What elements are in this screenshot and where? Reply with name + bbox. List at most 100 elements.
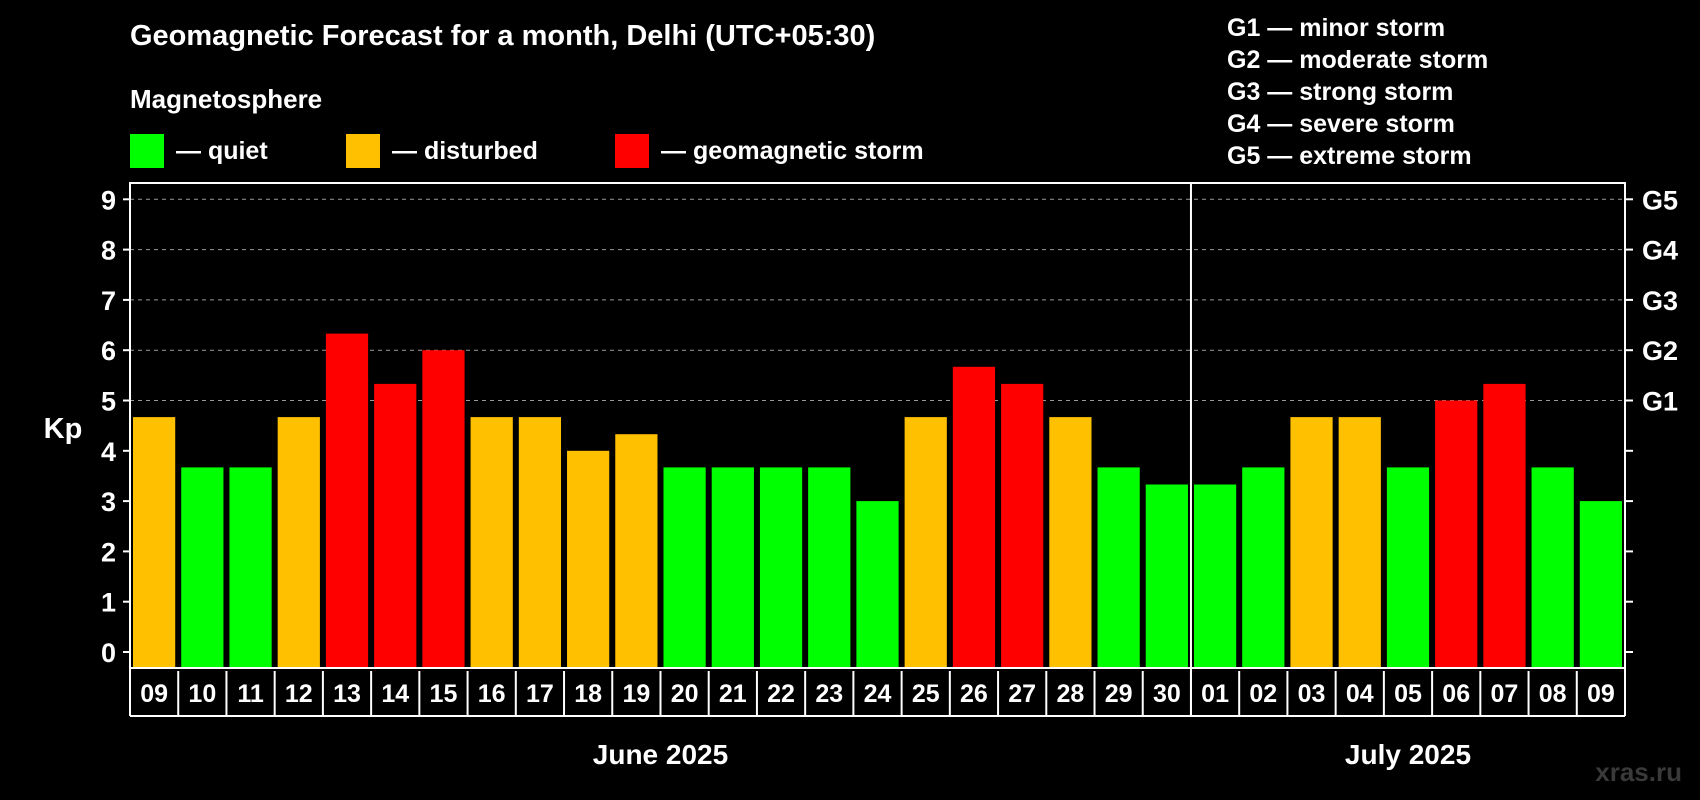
month-label: June 2025 [593, 739, 728, 770]
legend-item-storm: — geomagnetic storm [615, 134, 924, 168]
g-axis-label: G5 [1642, 185, 1678, 215]
bar [711, 467, 754, 668]
x-tick-label: 02 [1249, 680, 1277, 708]
y-tick-label: 3 [101, 487, 116, 517]
x-tick-label: 15 [430, 680, 458, 708]
quiet-swatch [130, 134, 164, 168]
x-tick-label: 14 [381, 680, 409, 708]
bar [904, 417, 947, 668]
g-scale-item: G2 — moderate storm [1227, 46, 1489, 74]
g-axis-label: G3 [1642, 286, 1678, 316]
disturbed-swatch [346, 134, 380, 168]
x-tick-label: 07 [1491, 680, 1519, 708]
watermark: xras.ru [1595, 757, 1682, 787]
bar [374, 383, 417, 668]
bar [229, 467, 272, 668]
g-scale-item: G5 — extreme storm [1227, 142, 1472, 170]
bar [470, 417, 513, 668]
y-tick-label: 9 [101, 185, 116, 215]
y-tick-label: 6 [101, 336, 116, 366]
y-axis-label: Kp [44, 413, 83, 445]
legend-label-disturbed: — disturbed [392, 136, 538, 165]
bar [1338, 417, 1381, 668]
bar [1290, 417, 1333, 668]
plot-frame [129, 182, 1626, 669]
bar [663, 467, 706, 668]
bar [133, 417, 176, 668]
x-tick-label: 26 [960, 680, 988, 708]
legend-label-storm: — geomagnetic storm [661, 136, 924, 165]
bar [277, 417, 320, 668]
x-tick-label: 29 [1105, 680, 1133, 708]
legend-label-quiet: — quiet [176, 136, 268, 165]
bar [518, 417, 562, 668]
bar [1386, 467, 1430, 668]
x-tick-label: 01 [1201, 680, 1229, 708]
g-scale-item: G3 — strong storm [1227, 78, 1454, 106]
g-scale-legend: G1 — minor storm G2 — moderate storm G3 … [1227, 12, 1488, 172]
bar [856, 501, 899, 668]
bar [1242, 467, 1285, 668]
x-tick-label: 13 [333, 680, 361, 708]
x-tick-label: 09 [140, 680, 168, 708]
x-tick-label: 18 [574, 680, 602, 708]
x-tick-label: 22 [767, 680, 795, 708]
y-tick-label: 1 [101, 588, 116, 618]
bar [1483, 383, 1526, 668]
bar [567, 450, 610, 668]
bar [808, 467, 851, 668]
x-tick-label: 03 [1298, 680, 1326, 708]
x-tick-label: 16 [478, 680, 506, 708]
x-tick-label: 11 [237, 680, 264, 708]
legend-item-quiet: — quiet [130, 134, 268, 168]
g-axis-label: G4 [1642, 236, 1678, 266]
bar [1193, 484, 1237, 668]
g-axis-label: G2 [1642, 336, 1678, 366]
y-tick-label: 0 [101, 638, 116, 668]
storm-swatch [615, 134, 649, 168]
y-tick-label: 2 [101, 537, 116, 567]
x-tick-label: 30 [1153, 680, 1181, 708]
bar [181, 467, 224, 668]
bar [1435, 400, 1478, 668]
chart-title: Geomagnetic Forecast for a month, Delhi … [130, 20, 876, 52]
x-tick-label: 25 [912, 680, 940, 708]
g-scale-item: G4 — severe storm [1227, 110, 1455, 138]
y-tick-label: 5 [101, 387, 116, 417]
bar [1579, 501, 1622, 668]
x-tick-label: 04 [1346, 680, 1374, 708]
x-tick-label: 23 [815, 680, 843, 708]
bar [1001, 383, 1044, 668]
bar [615, 434, 658, 668]
chart-subtitle: Magnetosphere [130, 84, 323, 114]
g-scale-item: G1 — minor storm [1227, 14, 1446, 42]
bar [1097, 467, 1140, 668]
bar [1531, 467, 1574, 668]
bar [325, 333, 369, 668]
x-tick-label: 12 [285, 680, 313, 708]
bar [1049, 417, 1092, 668]
month-label: July 2025 [1345, 739, 1471, 770]
legend-item-disturbed: — disturbed [346, 134, 538, 168]
g-axis-label: G1 [1642, 387, 1678, 417]
x-tick-label: 08 [1539, 680, 1567, 708]
x-tick-label: 19 [622, 680, 650, 708]
x-tick-label: 27 [1008, 680, 1036, 708]
x-tick-label: 28 [1056, 680, 1084, 708]
x-tick-label: 21 [719, 680, 747, 708]
x-tick-label: 09 [1587, 680, 1615, 708]
y-tick-label: 8 [101, 236, 116, 266]
bar [952, 366, 996, 668]
x-tick-label: 17 [526, 680, 554, 708]
bar [422, 350, 465, 668]
x-tick-label: 24 [864, 680, 892, 708]
x-tick-label: 20 [671, 680, 699, 708]
x-tick-label: 10 [188, 680, 216, 708]
bar [759, 467, 803, 668]
x-tick-label: 06 [1442, 680, 1470, 708]
bar [1145, 484, 1188, 668]
x-tick-label: 05 [1394, 680, 1422, 708]
y-tick-label: 7 [101, 286, 116, 316]
y-tick-label: 4 [101, 437, 116, 467]
